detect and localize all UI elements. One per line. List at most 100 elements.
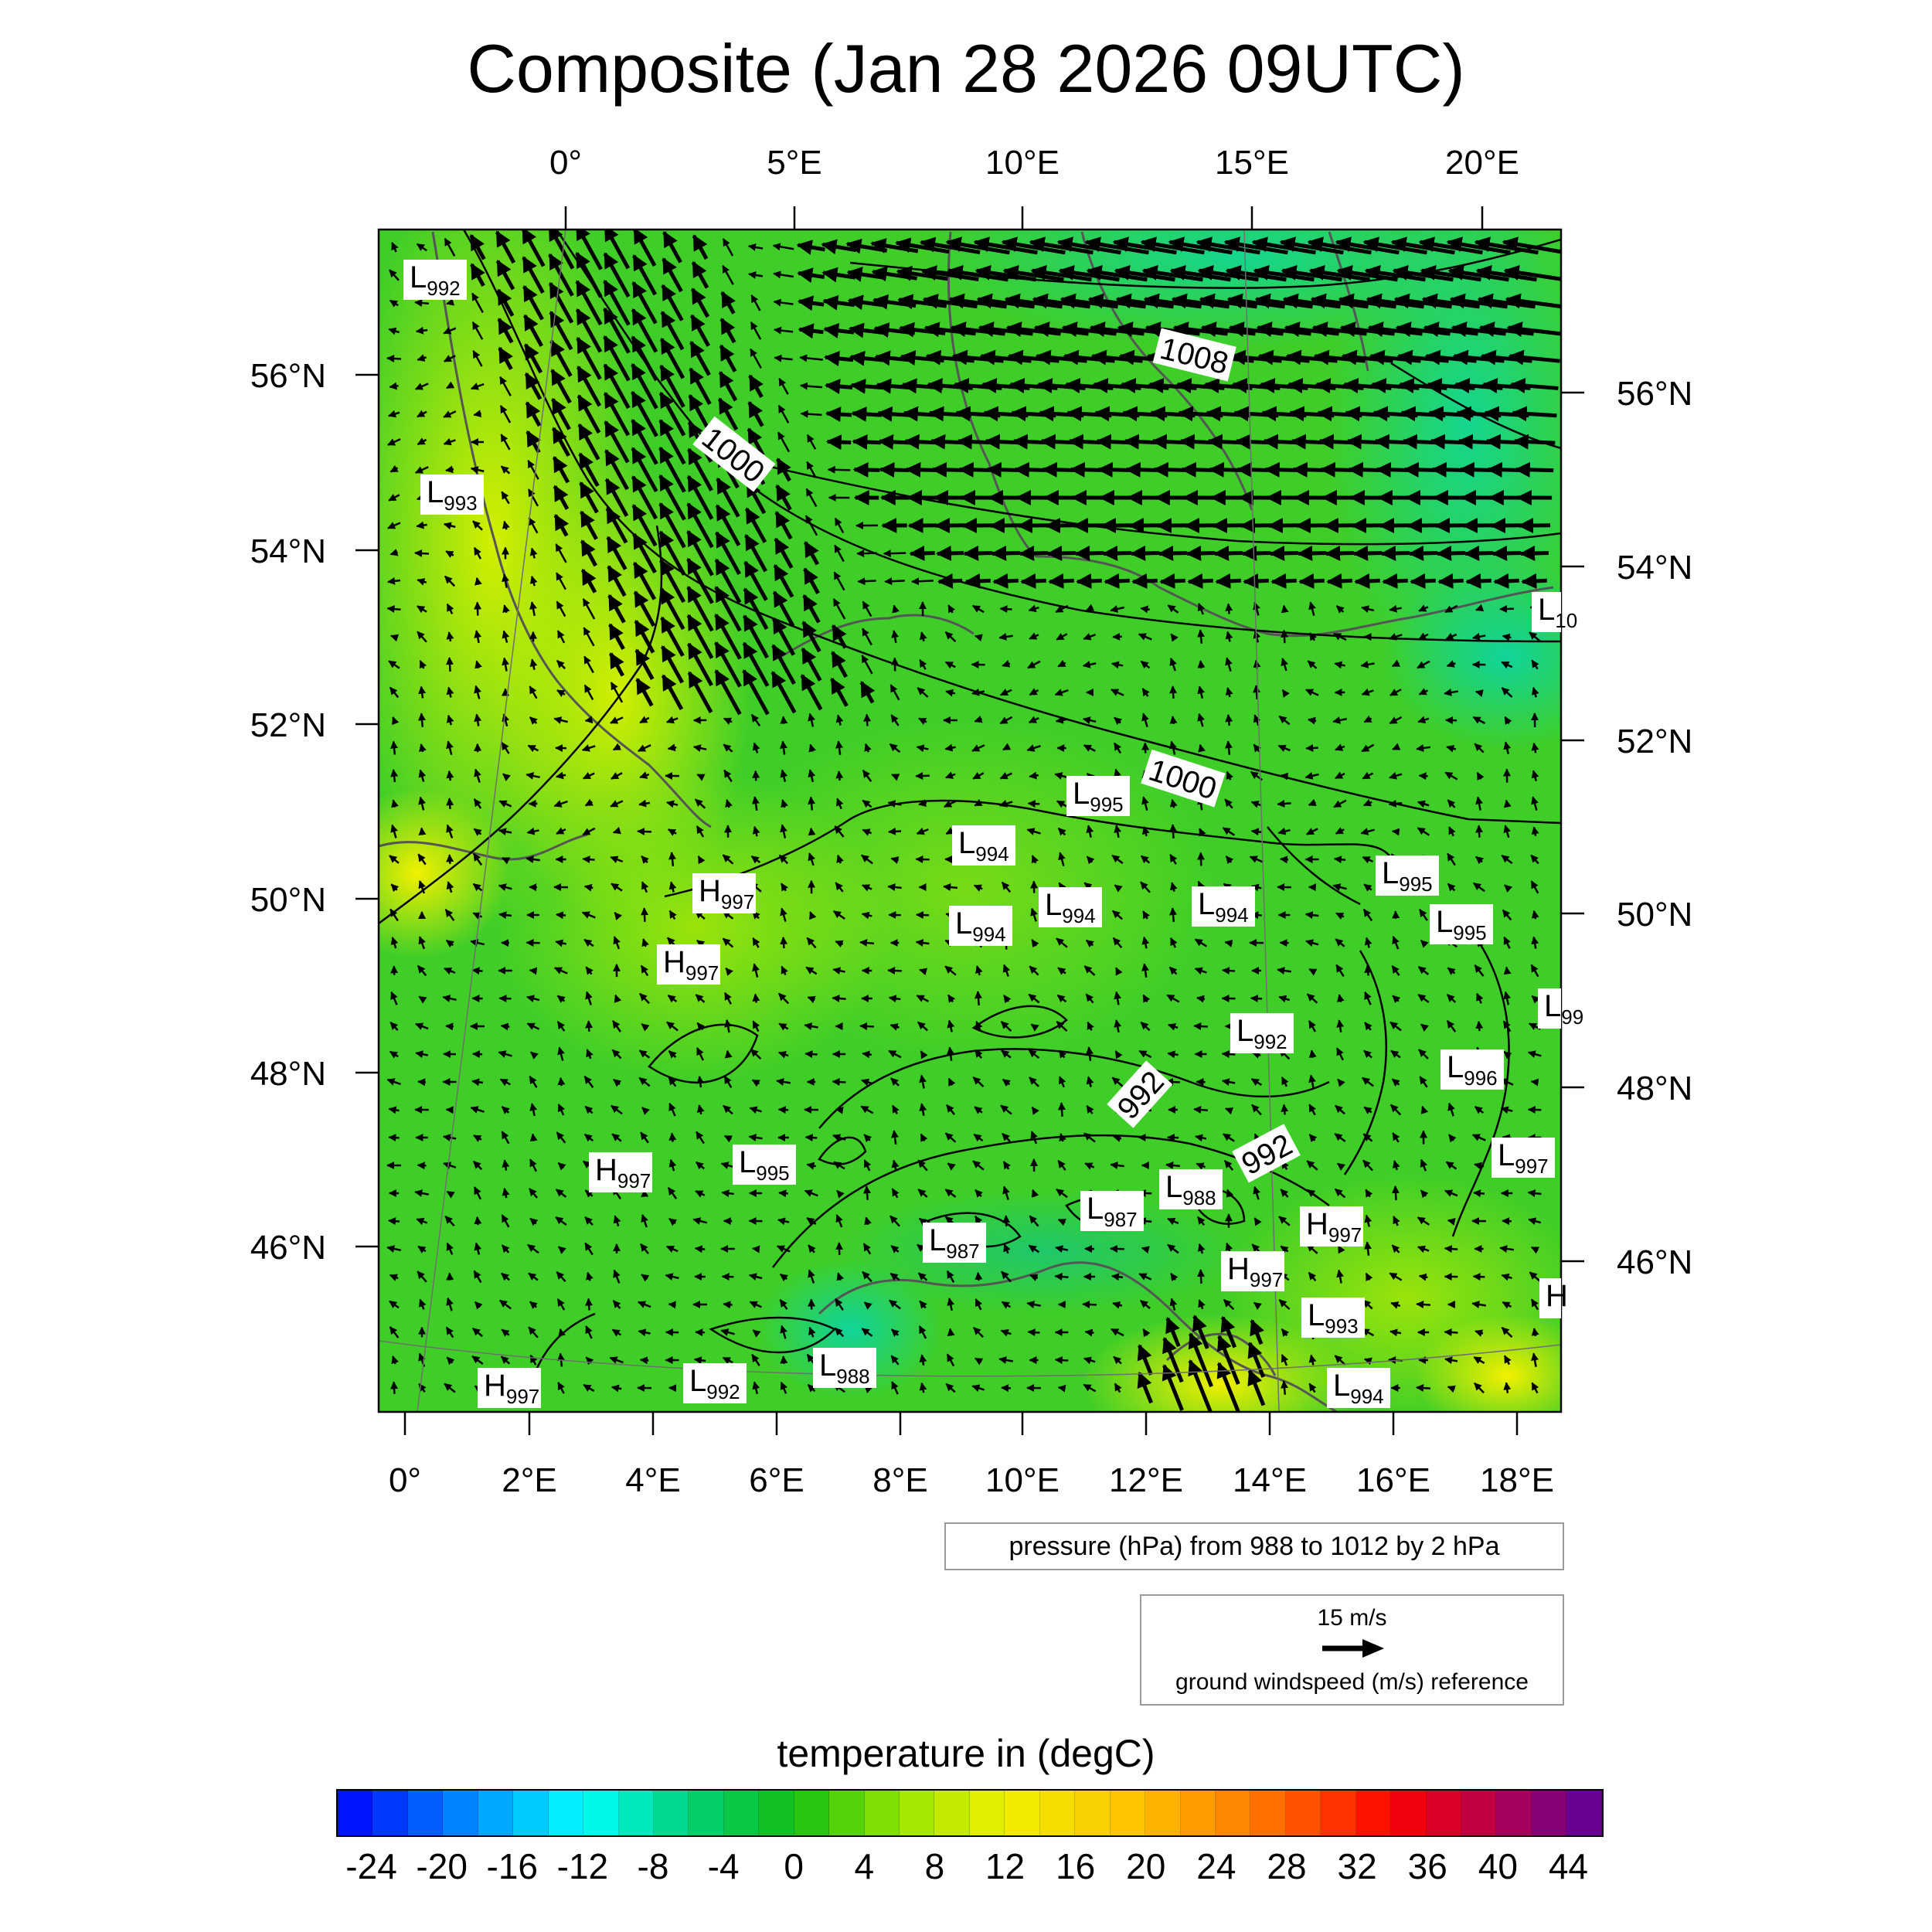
wind-arrow xyxy=(666,800,679,808)
wind-arrow xyxy=(1054,689,1069,696)
wind-arrow xyxy=(1221,1050,1236,1059)
wind-arrow xyxy=(1196,995,1206,1003)
wind-arrow xyxy=(796,240,825,255)
wind-arrow xyxy=(445,550,454,559)
wind-arrow xyxy=(1253,743,1261,753)
wind-arrow xyxy=(610,855,624,863)
wind-arrow xyxy=(634,648,655,680)
wind-arrow xyxy=(686,474,714,520)
wind-arrow xyxy=(443,437,456,446)
wind-arrow xyxy=(1416,1384,1431,1392)
colorbar-swatch xyxy=(548,1791,584,1835)
wind-arrow xyxy=(473,798,482,809)
wind-arrow xyxy=(525,401,542,427)
wind-arrow xyxy=(748,374,764,399)
wind-arrow xyxy=(1446,744,1457,753)
wind-arrow xyxy=(800,410,822,418)
wind-arrow xyxy=(780,883,789,892)
wind-arrow xyxy=(1335,605,1345,614)
wind-arrow xyxy=(1389,716,1403,725)
wind-arrow xyxy=(1225,855,1234,865)
wind-arrow xyxy=(742,641,770,687)
high-pressure-center: H997 xyxy=(1300,1206,1363,1247)
wind-arrow xyxy=(583,655,594,674)
wind-arrow xyxy=(522,256,545,294)
right-latitude-labels: 56°N 54°N 52°N 50°N 48°N 46°N xyxy=(1617,375,1692,1281)
low-pressure-center: L994 xyxy=(952,825,1015,866)
wind-arrow xyxy=(607,565,627,597)
wind-arrow xyxy=(1280,772,1289,781)
wind-arrow xyxy=(497,318,514,344)
colorbar-swatch xyxy=(1566,1791,1602,1835)
wind-arrow xyxy=(555,543,567,563)
wind-arrow xyxy=(473,410,482,418)
low-pressure-center: L10 xyxy=(1532,592,1577,632)
wind-arrow xyxy=(1418,632,1429,641)
colorbar-tick-labels: -24 -20 -16 -12 -8 -4 0 4 8 12 16 20 24 28 32 36 40 44 xyxy=(336,1845,1604,1892)
wind-arrow xyxy=(470,263,485,287)
wind-arrow xyxy=(864,743,872,753)
low-pressure-center: L997 xyxy=(1492,1138,1555,1178)
colorbar-swatch xyxy=(1321,1791,1356,1835)
wind-arrow xyxy=(804,515,818,536)
wind-arrow xyxy=(416,243,427,252)
wind-arrow xyxy=(1111,1273,1124,1281)
colorbar-swatch xyxy=(1110,1791,1146,1835)
wind-arrow xyxy=(696,774,706,781)
wind-arrow xyxy=(1197,1269,1205,1284)
wind-arrow xyxy=(1030,907,1038,922)
wind-arrow xyxy=(999,605,1012,614)
wind-arrow xyxy=(1504,716,1512,725)
wind-arrow xyxy=(1002,743,1012,751)
wind-arrow xyxy=(1417,800,1430,808)
wind-arrow xyxy=(444,909,455,921)
wind-arrow xyxy=(861,884,872,892)
wind-arrow xyxy=(1475,796,1483,811)
wind-arrow xyxy=(471,321,484,340)
wind-arrow xyxy=(1531,770,1539,781)
wind-arrow xyxy=(918,717,927,726)
wind-arrow xyxy=(778,377,789,395)
wind-arrow xyxy=(743,560,768,601)
wind-arrow xyxy=(1138,633,1152,641)
wind-arrow xyxy=(1055,604,1069,614)
wind-arrow xyxy=(660,311,685,351)
wind-arrow xyxy=(861,854,873,865)
wind-arrow xyxy=(750,713,761,727)
wind-arrow xyxy=(631,362,658,410)
wind-arrow xyxy=(498,995,512,1003)
wind-arrow xyxy=(797,295,825,311)
colorbar-title: temperature in (degC) xyxy=(777,1732,1155,1775)
wind-arrow xyxy=(610,716,624,724)
wind-arrow xyxy=(1057,827,1066,836)
wind-arrow xyxy=(556,827,566,835)
wind-arrow xyxy=(556,689,566,697)
left-lat-tick: 46°N xyxy=(250,1229,326,1267)
wind-arrow xyxy=(444,575,456,587)
wind-arrow xyxy=(1514,461,1554,478)
wind-arrow xyxy=(553,800,568,808)
reference-arrow-icon xyxy=(1322,1639,1384,1658)
wind-arrow xyxy=(1361,605,1375,614)
wind-arrow xyxy=(552,456,570,484)
wind-arrow xyxy=(1225,740,1233,756)
wind-arrow xyxy=(638,799,651,808)
wind-arrow xyxy=(388,660,400,669)
colorbar-swatch xyxy=(513,1791,549,1835)
wind-arrow xyxy=(579,481,599,514)
wind-arrow xyxy=(808,852,815,866)
left-lat-tick: 52°N xyxy=(250,706,326,744)
wind-arrow xyxy=(581,744,596,752)
wind-arrow xyxy=(836,854,844,864)
colorbar-swatch xyxy=(723,1791,760,1835)
colorbar-swatch xyxy=(1461,1791,1497,1835)
wind-arrow xyxy=(446,686,454,698)
wind-arrow xyxy=(472,520,483,531)
wind-arrow xyxy=(1326,573,1352,589)
wind-arrow xyxy=(389,299,399,308)
wind-arrow xyxy=(1131,573,1158,589)
wind-arrow xyxy=(1058,852,1066,867)
wind-arrow xyxy=(836,798,844,810)
wind-arrow xyxy=(1140,855,1151,864)
wind-arrow xyxy=(470,939,485,947)
